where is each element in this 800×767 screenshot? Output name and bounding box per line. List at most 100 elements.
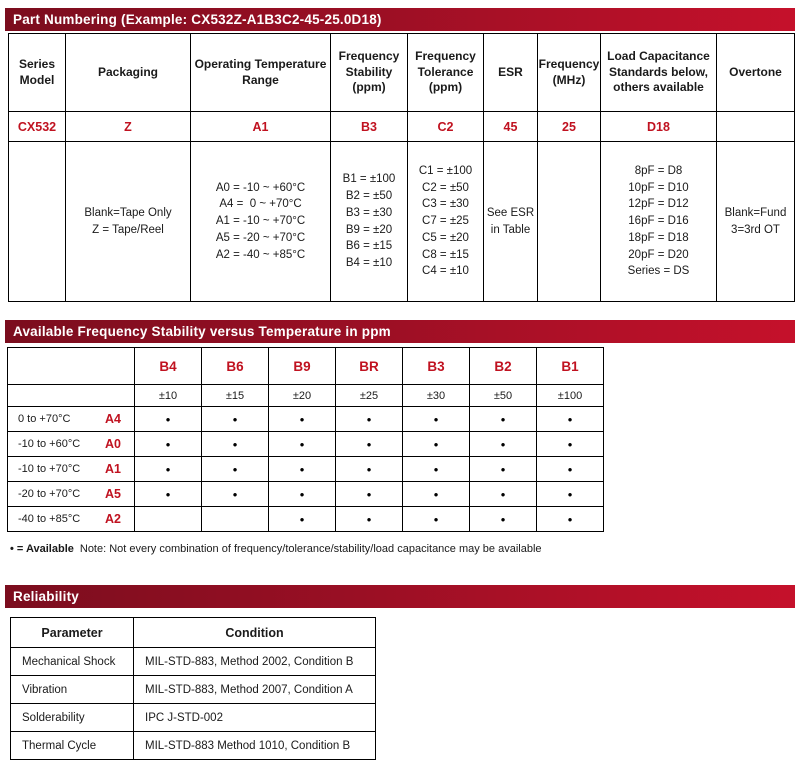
reliability-row-mechanical-shock: Mechanical Shock MIL-STD-883, Method 200… bbox=[10, 647, 376, 676]
availability-bullet: • bbox=[469, 456, 537, 482]
availability-bullet: • bbox=[335, 481, 403, 507]
temp-range-label: -40 to +85°C bbox=[18, 513, 81, 525]
stability-ppm-empty-cell bbox=[7, 384, 135, 407]
condition-cell: MIL-STD-883, Method 2002, Condition B bbox=[133, 647, 376, 676]
availability-bullet: • bbox=[536, 456, 604, 482]
parameter-cell: Vibration bbox=[10, 675, 134, 704]
stability-code-b1: B1 bbox=[536, 347, 604, 385]
availability-bullet: • bbox=[335, 506, 403, 532]
condition-cell: IPC J-STD-002 bbox=[133, 703, 376, 732]
availability-bullet bbox=[201, 506, 269, 532]
col-header-overtone: Overtone bbox=[716, 33, 795, 112]
availability-bullet: • bbox=[536, 406, 604, 432]
temp-code-label: A0 bbox=[105, 437, 121, 451]
part-numbering-detail-row: Blank=Tape Only Z = Tape/Reel A0 = -10 ~… bbox=[8, 141, 795, 302]
detail-packaging: Blank=Tape Only Z = Tape/Reel bbox=[65, 141, 191, 302]
code-esr: 45 bbox=[483, 111, 538, 142]
col-header-frequency-stability: Frequency Stability (ppm) bbox=[330, 33, 408, 112]
reliability-table: Parameter Condition Mechanical Shock MIL… bbox=[10, 617, 376, 760]
temp-code-label: A4 bbox=[105, 412, 121, 426]
detail-esr: See ESR in Table bbox=[483, 141, 538, 302]
temp-range-label: -20 to +70°C bbox=[18, 488, 81, 500]
detail-series-model bbox=[8, 141, 66, 302]
stability-row-a1: -10 to +70°C A1 • • • • • • • bbox=[7, 456, 604, 482]
code-packaging: Z bbox=[65, 111, 191, 142]
stability-code-b9: B9 bbox=[268, 347, 336, 385]
part-numbering-header-bar: Part Numbering (Example: CX532Z-A1B3C2-4… bbox=[5, 8, 795, 31]
parameter-cell: Solderability bbox=[10, 703, 134, 732]
temp-range-label: -10 to +60°C bbox=[18, 438, 81, 450]
parameter-cell: Mechanical Shock bbox=[10, 647, 134, 676]
reliability-row-vibration: Vibration MIL-STD-883, Method 2007, Cond… bbox=[10, 675, 376, 704]
part-numbering-table: Series Model Packaging Operating Tempera… bbox=[8, 33, 795, 302]
code-operating-temperature: A1 bbox=[190, 111, 331, 142]
availability-bullet: • bbox=[134, 456, 202, 482]
temp-code-label: A5 bbox=[105, 487, 121, 501]
availability-bullet bbox=[134, 506, 202, 532]
availability-bullet: • bbox=[536, 481, 604, 507]
code-overtone bbox=[716, 111, 795, 142]
col-header-operating-temperature: Operating Temperature Range bbox=[190, 33, 331, 112]
part-numbering-header-row: Series Model Packaging Operating Tempera… bbox=[8, 33, 795, 112]
availability-bullet: • bbox=[268, 506, 336, 532]
stability-row-a5: -20 to +70°C A5 • • • • • • • bbox=[7, 481, 604, 507]
availability-bullet: • bbox=[268, 481, 336, 507]
col-header-load-capacitance: Load Capacitance Standards below, others… bbox=[600, 33, 717, 112]
stability-header-bar: Available Frequency Stability versus Tem… bbox=[5, 320, 795, 343]
temp-range-label: 0 to +70°C bbox=[18, 413, 71, 425]
availability-bullet: • bbox=[469, 406, 537, 432]
availability-bullet: • bbox=[268, 456, 336, 482]
parameter-cell: Thermal Cycle bbox=[10, 731, 134, 760]
reliability-title: Reliability bbox=[13, 589, 79, 604]
stability-ppm-value: ±20 bbox=[268, 384, 336, 407]
col-header-frequency-mhz: Frequency (MHz) bbox=[537, 33, 601, 112]
code-frequency-stability: B3 bbox=[330, 111, 408, 142]
stability-ppm-value: ±25 bbox=[335, 384, 403, 407]
condition-cell: MIL-STD-883, Method 2007, Condition A bbox=[133, 675, 376, 704]
col-header-frequency-tolerance: Frequency Tolerance (ppm) bbox=[407, 33, 484, 112]
stability-codes-row: B4 B6 B9 BR B3 B2 B1 bbox=[7, 347, 604, 385]
availability-bullet: • bbox=[335, 406, 403, 432]
availability-bullet: • bbox=[134, 406, 202, 432]
availability-bullet: • bbox=[201, 481, 269, 507]
availability-bullet: • bbox=[335, 456, 403, 482]
temp-code-label: A1 bbox=[105, 462, 121, 476]
detail-load-capacitance: 8pF = D8 10pF = D10 12pF = D12 16pF = D1… bbox=[600, 141, 717, 302]
col-header-series-model: Series Model bbox=[8, 33, 66, 112]
detail-operating-temperature: A0 = -10 ~ +60°C A4 = 0 ~ +70°C A1 = -10… bbox=[190, 141, 331, 302]
availability-bullet: • bbox=[469, 431, 537, 457]
reliability-header-row: Parameter Condition bbox=[10, 617, 376, 648]
stability-ppm-row: ±10 ±15 ±20 ±25 ±30 ±50 ±100 bbox=[7, 384, 604, 407]
availability-bullet: • bbox=[335, 431, 403, 457]
stability-ppm-value: ±100 bbox=[536, 384, 604, 407]
availability-bullet: • bbox=[469, 506, 537, 532]
detail-frequency-tolerance: C1 = ±100 C2 = ±50 C3 = ±30 C7 = ±25 C5 … bbox=[407, 141, 484, 302]
temp-range-label: -10 to +70°C bbox=[18, 463, 81, 475]
availability-note-legend: • = Available bbox=[10, 543, 74, 555]
code-frequency-tolerance: C2 bbox=[407, 111, 484, 142]
code-series-model: CX532 bbox=[8, 111, 66, 142]
stability-corner-cell bbox=[7, 347, 135, 385]
stability-row-a0: -10 to +60°C A0 • • • • • • • bbox=[7, 431, 604, 457]
col-header-parameter: Parameter bbox=[10, 617, 134, 648]
availability-bullet: • bbox=[402, 506, 470, 532]
availability-bullet: • bbox=[536, 506, 604, 532]
reliability-row-thermal-cycle: Thermal Cycle MIL-STD-883 Method 1010, C… bbox=[10, 731, 376, 760]
detail-frequency-mhz bbox=[537, 141, 601, 302]
stability-code-b2: B2 bbox=[469, 347, 537, 385]
code-frequency-mhz: 25 bbox=[537, 111, 601, 142]
stability-code-b6: B6 bbox=[201, 347, 269, 385]
availability-note-text: Note: Not every combination of frequency… bbox=[79, 543, 542, 555]
availability-bullet: • bbox=[134, 481, 202, 507]
availability-bullet: • bbox=[402, 456, 470, 482]
temp-code-label: A2 bbox=[105, 512, 121, 526]
stability-row-a4: 0 to +70°C A4 • • • • • • • bbox=[7, 406, 604, 432]
code-load-capacitance: D18 bbox=[600, 111, 717, 142]
stability-row-a2: -40 to +85°C A2 • • • • • bbox=[7, 506, 604, 532]
availability-bullet: • bbox=[536, 431, 604, 457]
reliability-header-bar: Reliability bbox=[5, 585, 795, 608]
stability-ppm-value: ±10 bbox=[134, 384, 202, 407]
availability-bullet: • bbox=[402, 481, 470, 507]
availability-bullet: • bbox=[201, 456, 269, 482]
detail-overtone: Blank=Fund 3=3rd OT bbox=[716, 141, 795, 302]
